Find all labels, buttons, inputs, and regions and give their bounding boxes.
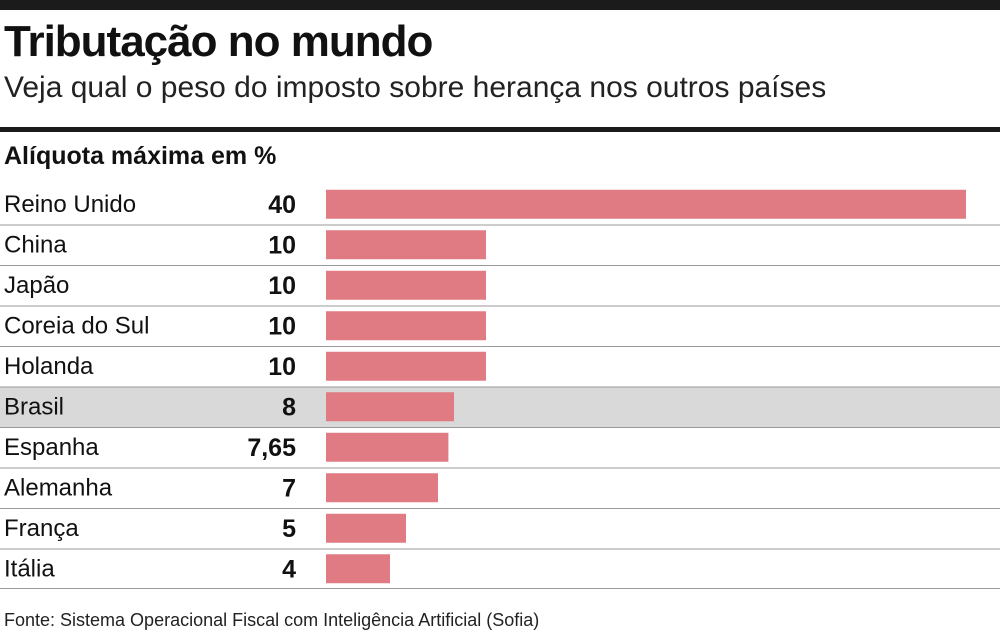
- chart-subtitle: Veja qual o peso do imposto sobre heranç…: [4, 71, 827, 104]
- header-rule: [0, 127, 1000, 132]
- bar-chart: Reino Unido 40 China 10 Japão 10 Coreia do Sul…: [0, 189, 1000, 589]
- axis-label: Alíquota máxima em %: [4, 142, 277, 170]
- bar: [326, 513, 406, 543]
- category-label: Itália: [4, 556, 55, 583]
- bar: [326, 554, 390, 584]
- category-label: Espanha: [4, 434, 99, 461]
- category-label: China: [4, 232, 67, 259]
- bar: [326, 230, 486, 260]
- bar: [326, 189, 966, 219]
- chart-title: Tributação no mundo: [4, 17, 433, 66]
- category-label: Brasil: [4, 394, 64, 421]
- value-label: 40: [268, 191, 296, 219]
- value-label: 10: [268, 232, 296, 260]
- value-label: 7: [282, 475, 296, 503]
- category-label: Japão: [4, 272, 69, 299]
- value-label: 4: [282, 556, 296, 584]
- bar: [326, 351, 486, 381]
- value-label: 8: [282, 394, 296, 422]
- top-rule: [0, 0, 1000, 10]
- bar: [326, 311, 486, 341]
- source-note: Fonte: Sistema Operacional Fiscal com In…: [4, 610, 540, 630]
- value-label: 10: [268, 353, 296, 381]
- value-label: 7,65: [247, 434, 296, 462]
- category-label: Reino Unido: [4, 191, 136, 218]
- highlight-row-5: [0, 386, 1000, 427]
- bar: [326, 392, 454, 422]
- value-label: 10: [268, 272, 296, 300]
- category-label: França: [4, 515, 79, 542]
- value-label: 5: [282, 515, 296, 543]
- value-label: 10: [268, 313, 296, 341]
- bar: [326, 432, 449, 462]
- category-label: Alemanha: [4, 475, 113, 502]
- category-label: Holanda: [4, 353, 94, 380]
- bar: [326, 270, 486, 300]
- bar: [326, 473, 438, 503]
- category-label: Coreia do Sul: [4, 313, 149, 340]
